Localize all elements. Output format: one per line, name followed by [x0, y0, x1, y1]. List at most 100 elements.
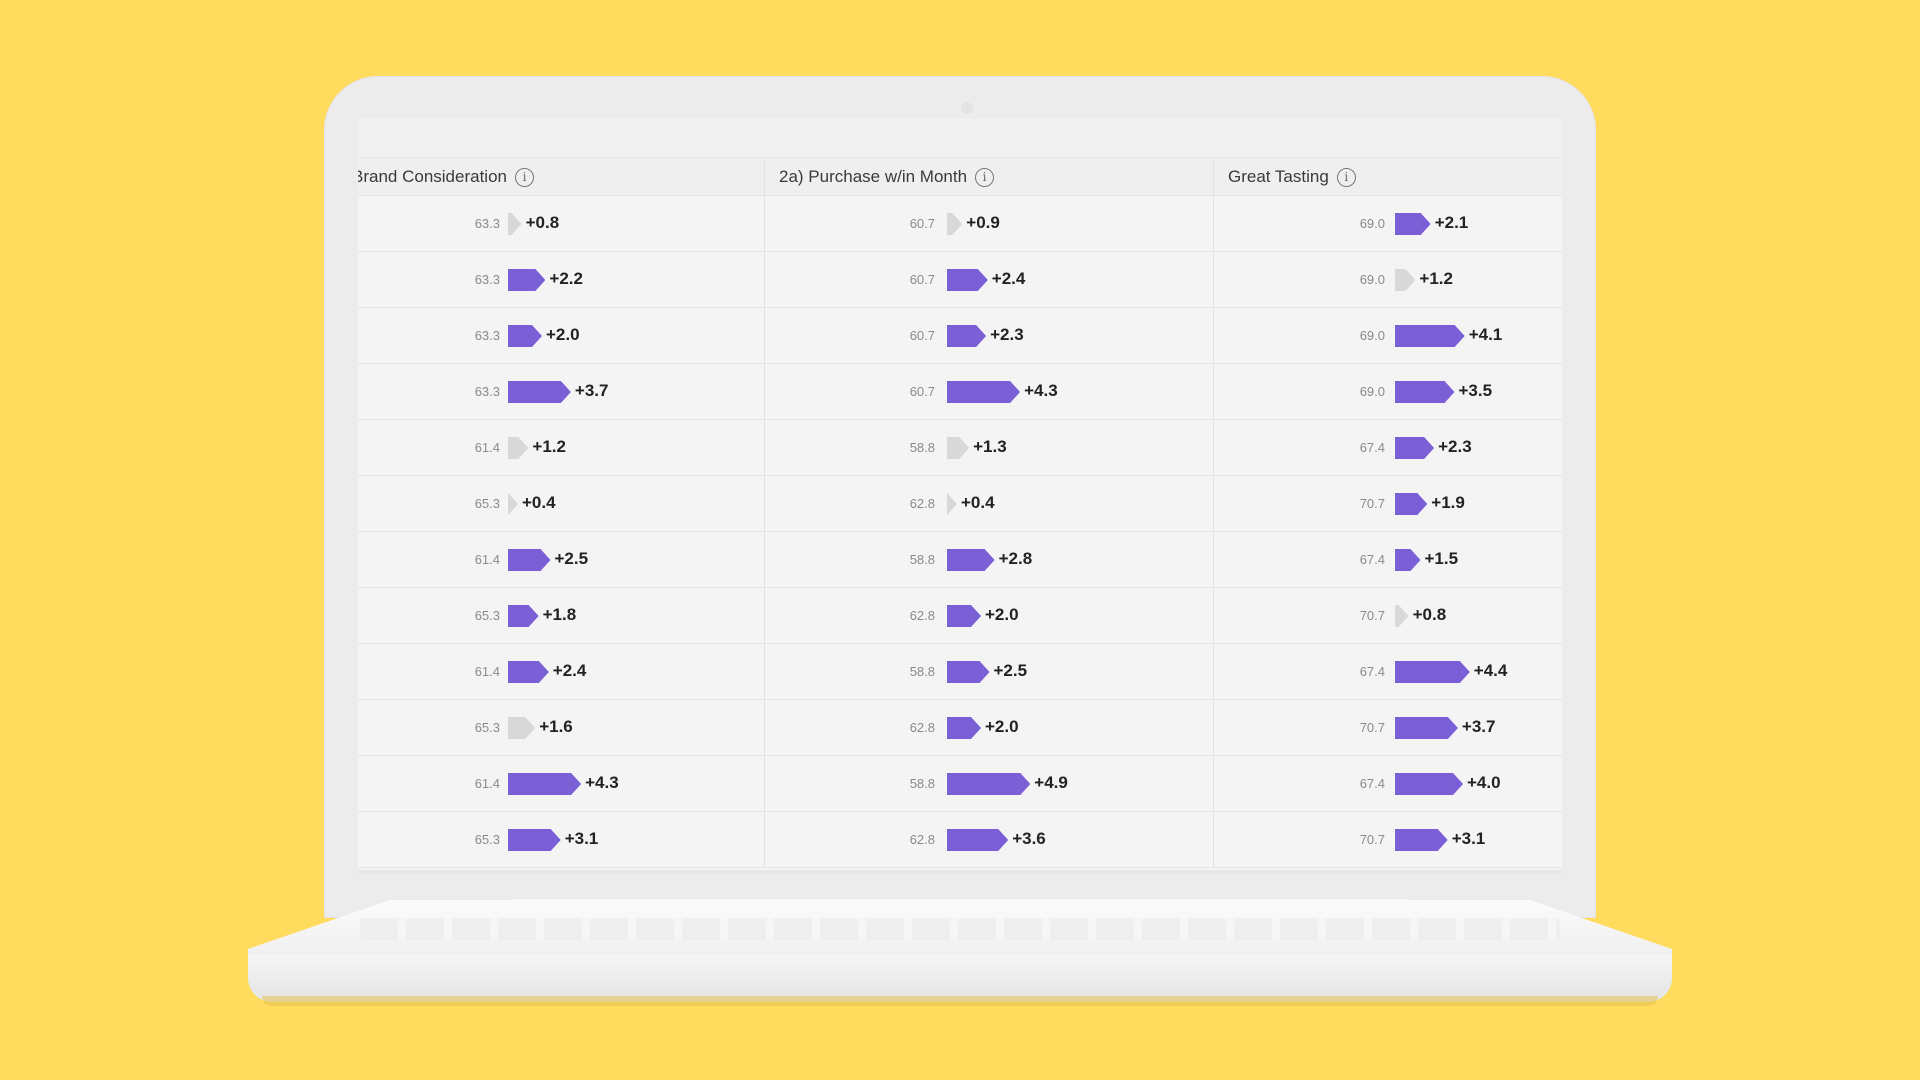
baseline-value: 65.3 [474, 608, 500, 623]
lift-delta: +2.8 [998, 549, 1033, 568]
lift-bar [508, 717, 535, 739]
lift-bar [947, 605, 981, 627]
baseline-value: 65.3 [474, 496, 500, 511]
baseline-value: 58.8 [909, 776, 935, 791]
baseline-value: 61.4 [474, 440, 500, 455]
table-cell: 62.8 +2.0 [765, 700, 1214, 756]
column-header-label: Brand Consideration [358, 167, 507, 186]
baseline-value: 65.3 [474, 720, 500, 735]
baseline-value: 67.4 [1359, 664, 1385, 679]
table-cell: 60.7 +4.3 [765, 364, 1214, 420]
table-cell: 62.8 +0.4 [765, 476, 1214, 532]
lift-bar [1395, 381, 1455, 403]
table-row[interactable]: 63.3 +2.2 60.7 +2.4 69.0 +1.2 [358, 252, 1562, 308]
table-cell: 69.0 +4.1 [1214, 308, 1562, 364]
column-header-great-tasting[interactable]: Great Tasting i [1214, 158, 1562, 195]
table-cell: 69.0 +2.1 [1214, 196, 1562, 252]
table-row[interactable]: 61.4 +2.5 58.8 +2.8 67.4 +1.5 [358, 532, 1562, 588]
lift-delta: +2.3 [1438, 437, 1472, 456]
baseline-value: 60.7 [909, 384, 935, 399]
laptop-screen: Brand Consideration i 2a) Purchase w/in … [358, 118, 1562, 874]
table-header: Brand Consideration i 2a) Purchase w/in … [358, 158, 1562, 196]
table-body: 63.3 +0.8 60.7 +0.9 69.0 +2.1 63.3 +2.2 60.7 +2.4… [358, 196, 1562, 868]
info-icon[interactable]: i [975, 167, 995, 187]
baseline-value: 58.8 [909, 552, 935, 567]
lift-delta: +2.4 [552, 661, 587, 680]
table-cell: 70.7 +3.7 [1214, 700, 1562, 756]
table-row[interactable]: 63.3 +0.8 60.7 +0.9 69.0 +2.1 [358, 196, 1562, 252]
info-icon[interactable]: i [1336, 167, 1356, 187]
lift-bar [508, 829, 561, 851]
laptop-base-front [248, 955, 1672, 1001]
lift-delta: +0.8 [525, 213, 560, 232]
table-cell: 60.7 +0.9 [765, 196, 1214, 252]
lift-delta: +0.8 [1412, 605, 1447, 624]
baseline-value: 63.3 [474, 272, 500, 287]
laptop-keyboard [360, 918, 1560, 940]
lift-bar [508, 773, 581, 795]
table-cell: 61.4 +1.2 [358, 420, 765, 476]
column-header-purchase-within-month[interactable]: 2a) Purchase w/in Month i [765, 158, 1214, 195]
table-toolbar [358, 118, 1562, 158]
table-cell: 69.0 +3.5 [1214, 364, 1562, 420]
lift-bar [508, 325, 542, 347]
baseline-value: 60.7 [909, 272, 935, 287]
column-header-brand-consideration[interactable]: Brand Consideration i [358, 158, 765, 195]
lift-delta: +2.3 [990, 325, 1024, 344]
lift-bar [508, 381, 571, 403]
lift-delta: +3.7 [1461, 717, 1496, 736]
table-row[interactable]: 61.4 +2.4 58.8 +2.5 67.4 +4.4 [358, 644, 1562, 700]
lift-bar [947, 717, 981, 739]
lift-delta: +4.0 [1467, 773, 1501, 792]
info-icon[interactable]: i [514, 167, 534, 187]
column-header-label: Great Tasting [1228, 167, 1329, 186]
lift-bar [1395, 269, 1415, 291]
table-row[interactable]: 65.3 +1.8 62.8 +2.0 70.7 +0.8 [358, 588, 1562, 644]
lift-bar [1395, 605, 1409, 627]
table-cell: 67.4 +4.0 [1214, 756, 1562, 812]
table-row[interactable]: 65.3 +3.1 62.8 +3.6 70.7 +3.1 [358, 812, 1562, 868]
lift-delta: +3.7 [574, 381, 609, 400]
table-row[interactable]: 65.3 +1.6 62.8 +2.0 70.7 +3.7 [358, 700, 1562, 756]
lift-delta: +2.0 [985, 717, 1019, 736]
lift-bar [947, 493, 957, 515]
lift-delta: +1.5 [1424, 549, 1459, 568]
lift-bar [947, 437, 969, 459]
table-cell: 63.3 +0.8 [358, 196, 765, 252]
table-row[interactable]: 63.3 +2.0 60.7 +2.3 69.0 +4.1 [358, 308, 1562, 364]
table-cell: 61.4 +2.4 [358, 644, 765, 700]
lift-delta: +4.9 [1034, 773, 1068, 792]
lift-delta: +4.3 [1024, 381, 1058, 400]
table-cell: 62.8 +3.6 [765, 812, 1214, 868]
baseline-value: 58.8 [909, 664, 935, 679]
table-row[interactable]: 63.3 +3.7 60.7 +4.3 69.0 +3.5 [358, 364, 1562, 420]
lift-delta: +1.8 [542, 605, 577, 624]
lift-bar [1395, 213, 1431, 235]
table-cell: 65.3 +1.8 [358, 588, 765, 644]
table-row[interactable]: 61.4 +1.2 58.8 +1.3 67.4 +2.3 [358, 420, 1562, 476]
baseline-value: 65.3 [474, 832, 500, 847]
baseline-value: 63.3 [474, 216, 500, 231]
table-cell: 61.4 +4.3 [358, 756, 765, 812]
table-row[interactable]: 65.3 +0.4 62.8 +0.4 70.7 +1.9 [358, 476, 1562, 532]
table-cell: 58.8 +2.8 [765, 532, 1214, 588]
baseline-value: 61.4 [474, 552, 500, 567]
table-cell: 60.7 +2.3 [765, 308, 1214, 364]
lift-bar [508, 493, 518, 515]
table-cell: 70.7 +3.1 [1214, 812, 1562, 868]
lift-bar [947, 325, 986, 347]
lift-delta: +1.6 [539, 717, 573, 736]
lift-bar [508, 269, 545, 291]
table-cell: 67.4 +4.4 [1214, 644, 1562, 700]
table-cell: 67.4 +2.3 [1214, 420, 1562, 476]
lift-delta: +1.2 [1419, 269, 1453, 288]
lift-bar [947, 773, 1030, 795]
table-cell: 63.3 +2.2 [358, 252, 765, 308]
baseline-value: 67.4 [1359, 552, 1385, 567]
lift-bar [1395, 661, 1470, 683]
table-cell: 62.8 +2.0 [765, 588, 1214, 644]
lift-delta: +3.1 [564, 829, 599, 848]
table-cell: 61.4 +2.5 [358, 532, 765, 588]
table-row[interactable]: 61.4 +4.3 58.8 +4.9 67.4 +4.0 [358, 756, 1562, 812]
baseline-value: 63.3 [474, 384, 500, 399]
